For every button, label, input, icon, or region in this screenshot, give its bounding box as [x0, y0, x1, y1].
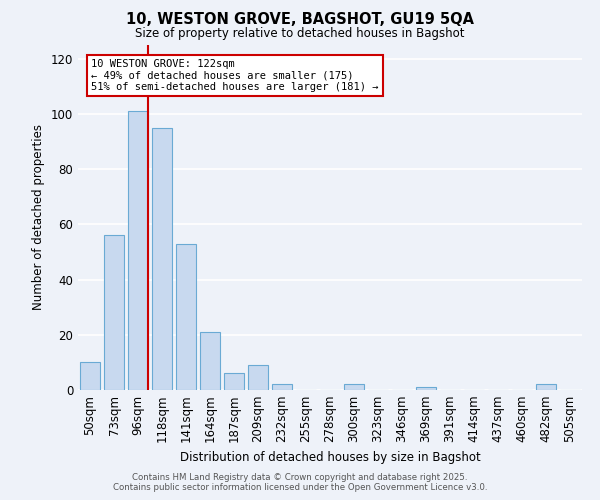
Text: 10 WESTON GROVE: 122sqm
← 49% of detached houses are smaller (175)
51% of semi-d: 10 WESTON GROVE: 122sqm ← 49% of detache…: [91, 59, 379, 92]
Bar: [176, 244, 196, 390]
Bar: [248, 365, 268, 390]
Bar: [104, 236, 124, 390]
Bar: [200, 332, 220, 390]
Text: 10, WESTON GROVE, BAGSHOT, GU19 5QA: 10, WESTON GROVE, BAGSHOT, GU19 5QA: [126, 12, 474, 28]
X-axis label: Distribution of detached houses by size in Bagshot: Distribution of detached houses by size …: [179, 451, 481, 464]
Bar: [536, 384, 556, 390]
Bar: [152, 128, 172, 390]
Bar: [272, 384, 292, 390]
Text: Contains HM Land Registry data © Crown copyright and database right 2025.
Contai: Contains HM Land Registry data © Crown c…: [113, 473, 487, 492]
Bar: [128, 111, 148, 390]
Text: Size of property relative to detached houses in Bagshot: Size of property relative to detached ho…: [135, 28, 465, 40]
Bar: [416, 387, 436, 390]
Bar: [80, 362, 100, 390]
Bar: [224, 374, 244, 390]
Y-axis label: Number of detached properties: Number of detached properties: [32, 124, 45, 310]
Bar: [344, 384, 364, 390]
